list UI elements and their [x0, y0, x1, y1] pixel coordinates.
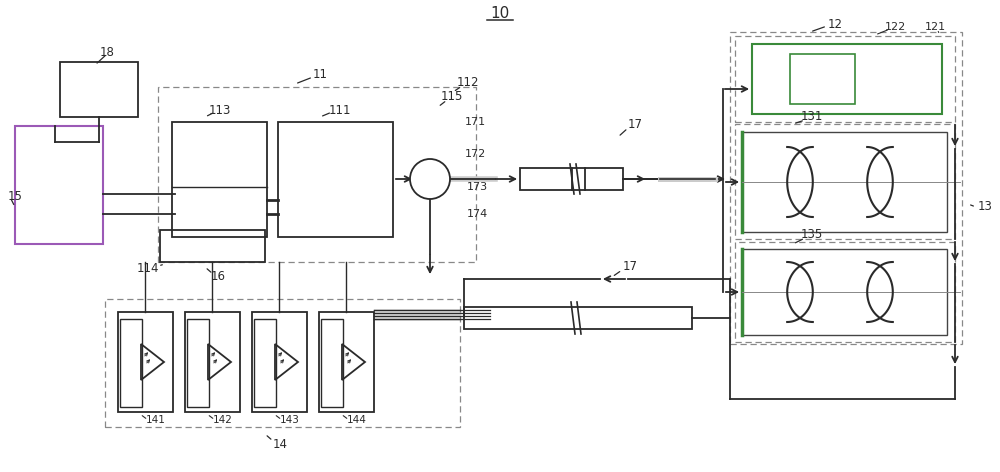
Bar: [120, 319, 142, 407]
Text: 121: 121: [924, 22, 946, 32]
Bar: [742, 132, 947, 232]
Text: 172: 172: [464, 149, 486, 159]
Text: 11: 11: [312, 68, 328, 82]
Text: 16: 16: [210, 270, 226, 284]
Bar: [187, 319, 209, 407]
Text: 10: 10: [490, 7, 510, 22]
Bar: [321, 319, 343, 407]
Text: 17: 17: [628, 118, 642, 130]
Bar: [742, 249, 947, 335]
Text: 17: 17: [622, 261, 638, 273]
Text: 112: 112: [457, 76, 479, 89]
Bar: [735, 124, 955, 239]
Text: 114: 114: [137, 261, 159, 275]
Bar: [319, 312, 374, 412]
Bar: [730, 32, 962, 344]
Bar: [752, 44, 942, 114]
Bar: [172, 122, 267, 237]
Text: 171: 171: [464, 117, 486, 127]
Bar: [735, 36, 955, 122]
Text: 135: 135: [801, 228, 823, 242]
Circle shape: [410, 159, 450, 199]
Bar: [464, 307, 692, 329]
Bar: [15, 126, 103, 244]
Text: 115: 115: [441, 91, 463, 103]
Bar: [160, 230, 265, 262]
Text: 142: 142: [213, 415, 233, 425]
Bar: [60, 62, 138, 117]
Bar: [158, 87, 476, 262]
Text: 144: 144: [347, 415, 367, 425]
Text: 111: 111: [329, 103, 351, 117]
Text: 12: 12: [828, 17, 842, 31]
Bar: [278, 122, 393, 237]
Text: 113: 113: [209, 103, 231, 117]
Text: 13: 13: [978, 201, 993, 213]
Bar: [118, 312, 173, 412]
Text: 14: 14: [272, 438, 288, 450]
Text: 143: 143: [280, 415, 300, 425]
Text: 15: 15: [8, 191, 23, 203]
Bar: [185, 312, 240, 412]
Bar: [790, 54, 855, 104]
Bar: [735, 242, 955, 342]
Bar: [105, 299, 460, 427]
Text: 122: 122: [884, 22, 906, 32]
Bar: [585, 168, 623, 190]
Text: 18: 18: [100, 45, 114, 59]
Text: 173: 173: [466, 182, 488, 192]
Text: 141: 141: [146, 415, 166, 425]
Bar: [252, 312, 307, 412]
Bar: [254, 319, 276, 407]
Text: 131: 131: [801, 110, 823, 124]
Bar: [520, 168, 572, 190]
Text: 174: 174: [466, 209, 488, 219]
